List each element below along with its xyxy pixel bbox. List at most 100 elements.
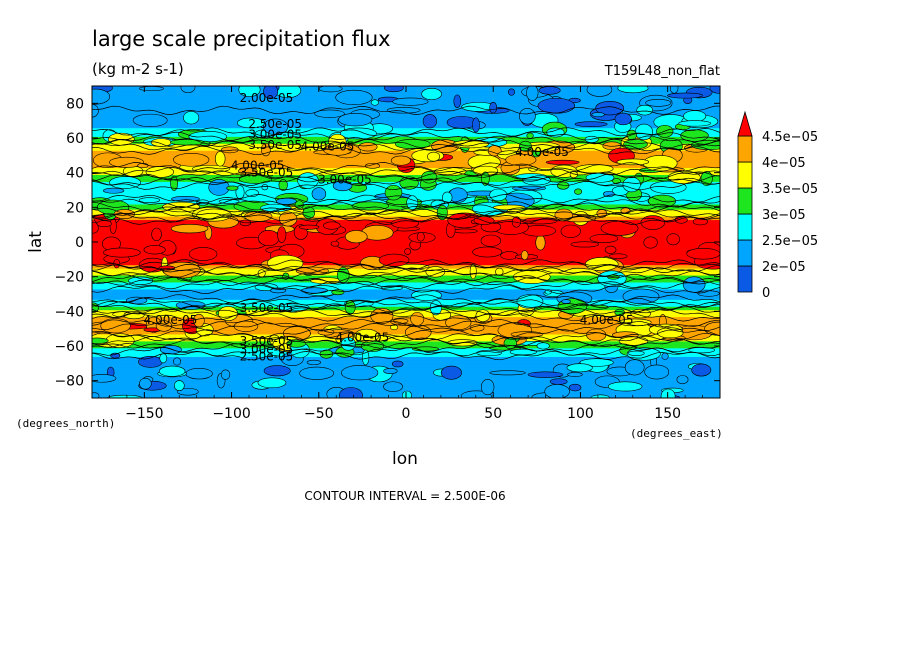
contour-blob <box>102 187 125 194</box>
contour-blob <box>238 174 273 184</box>
contour-labels: 2.00e-052.50e-053.00e-053.50e-054.00e-05… <box>144 91 634 363</box>
contour-blob <box>591 112 605 118</box>
lat-band <box>92 347 720 351</box>
lat-band <box>92 212 720 215</box>
lat-band <box>92 122 720 125</box>
contour-blob <box>589 233 619 244</box>
contour-blob <box>567 372 583 377</box>
contour-blob <box>338 113 373 127</box>
lat-band <box>92 299 720 302</box>
contour-label: 4.00e-05 <box>301 140 355 154</box>
lat-band <box>92 136 720 139</box>
contour-label: 3.00e-05 <box>240 342 294 356</box>
legend-label: 3.5e−05 <box>762 182 818 197</box>
contour-blob <box>103 247 141 258</box>
lat-band <box>92 287 720 290</box>
contour-line <box>92 198 720 208</box>
contour-blob <box>151 227 162 242</box>
contour-line <box>92 105 720 115</box>
contour-blob <box>109 217 117 234</box>
y-tick-label: −60 <box>54 339 84 355</box>
contour-interval: CONTOUR INTERVAL = 2.500E-06 <box>304 489 505 503</box>
contour-blob <box>214 151 226 167</box>
contour-blob <box>238 86 261 97</box>
contour-blob <box>608 253 628 259</box>
contour-blob <box>340 365 379 381</box>
contour-blob <box>669 86 679 94</box>
contour-blob <box>358 142 378 152</box>
lat-band <box>92 370 720 373</box>
contour-blob <box>263 365 291 377</box>
lat-band <box>92 172 720 175</box>
lat-band <box>92 238 720 241</box>
contour-blob <box>159 353 168 364</box>
contour-blob <box>427 151 441 162</box>
contour-blob <box>556 181 570 190</box>
contour-blob <box>392 97 429 106</box>
lat-band <box>92 382 720 385</box>
contour-label: 2.00e-05 <box>240 91 294 105</box>
contour-line <box>92 202 720 212</box>
contour-blob <box>378 253 410 267</box>
contour-blob <box>257 377 287 389</box>
lat-band <box>92 325 720 328</box>
lat-band <box>92 295 720 299</box>
contour-blob <box>634 123 654 141</box>
contour-line <box>92 162 720 172</box>
contour-blob <box>579 358 614 367</box>
contour-blob <box>177 387 199 396</box>
contour-blob <box>666 233 680 246</box>
contour-blob <box>183 111 200 125</box>
contour-label: 4.00e-05 <box>231 159 285 173</box>
contour-blob <box>391 218 419 229</box>
x-tick-label: 50 <box>484 406 502 422</box>
lat-band <box>92 280 720 283</box>
lat-band <box>92 314 720 318</box>
contour-blob <box>306 359 322 366</box>
y-tick-label: 60 <box>66 131 84 147</box>
y-tick-label: 0 <box>75 235 84 251</box>
lat-band <box>92 191 720 195</box>
contour-blob <box>586 328 607 342</box>
lat-band <box>92 385 720 389</box>
contour-blob <box>595 101 625 116</box>
contour-blob <box>339 387 363 398</box>
lat-band <box>92 340 720 344</box>
contour-blob <box>383 381 403 392</box>
contour-blob <box>384 184 403 201</box>
lat-band <box>92 231 720 234</box>
lat-band <box>92 294 720 297</box>
contour-blob <box>391 360 404 368</box>
contour-blob <box>607 381 643 392</box>
contour-line <box>92 280 720 290</box>
contour-blob <box>143 245 166 255</box>
contour-blob <box>173 152 210 167</box>
lat-band <box>92 273 720 276</box>
contour-blob <box>469 263 477 280</box>
contour-blob <box>526 132 534 139</box>
contour-blob <box>544 384 570 398</box>
y-tick-label: −20 <box>54 270 84 286</box>
contour-blob <box>318 86 343 93</box>
contour-label: 4.00e-05 <box>515 145 569 159</box>
contour-blob <box>624 359 645 376</box>
contour-blob <box>495 267 504 276</box>
contour-blob <box>586 86 613 97</box>
contour-blob <box>680 129 709 142</box>
lat-band <box>92 384 720 387</box>
lat-band <box>92 356 720 359</box>
contour-blob <box>661 352 669 360</box>
contour-blob <box>603 190 615 198</box>
contour-blob <box>453 94 461 108</box>
contour-label: 4.00e-05 <box>144 313 198 327</box>
contour-blob <box>489 101 498 114</box>
contour-blob <box>500 251 519 260</box>
x-axis: −150 −100 −50 0 50 100 150 <box>109 86 703 422</box>
lat-band <box>92 363 720 366</box>
lat-band <box>92 247 720 250</box>
contour-blob <box>686 247 720 260</box>
lat-band <box>92 311 720 314</box>
lat-band <box>92 373 720 377</box>
x-tick-label: −50 <box>304 406 334 422</box>
y-axis: −80 −60 −40 −20 0 20 40 60 80 <box>54 96 720 390</box>
